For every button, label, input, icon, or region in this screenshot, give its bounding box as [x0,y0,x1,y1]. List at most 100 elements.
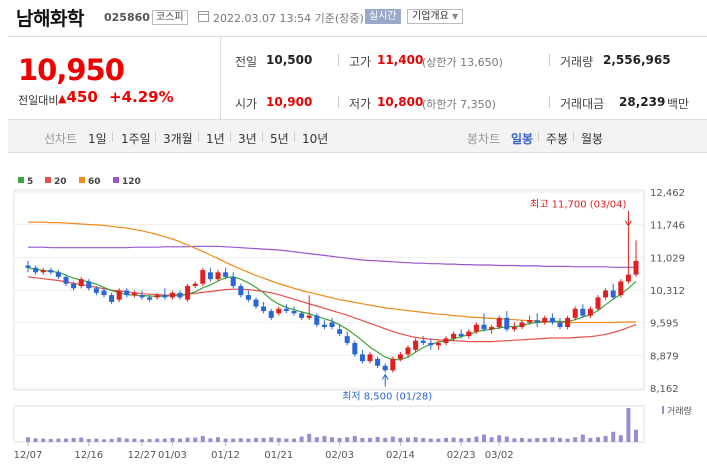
line-chart-label[interactable]: 선차트 [44,132,78,146]
candle-body [618,281,624,296]
ma-legend-label: 120 [122,177,141,187]
volume-bar [558,437,562,442]
divider [549,96,550,108]
volume-bar [482,434,486,442]
volume-bar [512,438,517,442]
volume-bar [261,437,266,442]
volume-bar [360,437,365,442]
volume-bar [147,438,152,442]
volume-bar [140,439,144,442]
period-3m[interactable]: 3개월 [163,132,193,146]
y-tick-label: 8,879 [650,351,679,362]
volume-bar [451,437,456,442]
volume-bar [216,437,220,442]
realtime-button[interactable]: 실시간 [365,9,401,24]
volume-legend-label: 거래량 [667,405,692,417]
period-3y[interactable]: 3년 [238,132,257,146]
volume-bar [223,438,228,442]
candle-monthly[interactable]: 월봉 [581,132,604,146]
candle-body [253,299,259,307]
candle-body [337,329,343,334]
y-tick-label: 8,162 [650,384,679,395]
volume-bar [292,438,296,442]
x-axis: 12/07 12/16 12/27 01/03 01/12 01/21 02/03 02/14… [14,442,514,461]
ma-legend-swatch [79,177,85,183]
chart-toolbar: 선차트 1일 1주일 3개월 1년 3년 5년 10년 봉차트 일봉 주봉 월봉 [8,120,707,153]
candle-body [443,338,449,343]
candle-body [40,270,46,273]
open-label: 시가 [235,97,258,111]
candle-body [329,322,335,328]
volume-bar [611,431,616,442]
period-1y[interactable]: 1년 [206,132,225,146]
candle-body [223,272,229,277]
candle-body [352,342,358,355]
candle-body [162,295,168,298]
volume-bar [580,434,585,442]
period-1w[interactable]: 1주일 [121,132,151,146]
volume-bar [565,438,570,442]
ma-legend-swatch [113,177,119,183]
candle-body [261,306,267,312]
divider [338,96,339,108]
candle-body [519,322,525,328]
volume-bar [444,437,448,442]
divider [112,132,113,142]
candle-body [86,281,92,289]
y-tick-label: 11,029 [650,253,685,264]
company-name[interactable]: 남해화학 [16,8,84,30]
candle-body [71,283,77,289]
volume-bar [421,437,426,442]
y-tick-label: 9,595 [650,319,679,330]
candle-body [375,358,381,366]
volume-bar [246,438,251,442]
candle-body [230,276,236,286]
change-label: 전일대비 [18,94,59,107]
candle-body [473,324,479,332]
change-value: ▲450 [58,88,98,106]
high-value: 11,400 [377,53,424,67]
volume-bar [117,437,122,442]
candlesticks [25,226,639,373]
candle-chart-label[interactable]: 봉차트 [467,132,501,146]
volume-bar [497,435,502,442]
volume-bar [314,437,319,442]
volume-bar [390,436,395,442]
volume-frame [13,405,645,443]
volume-bar [573,437,578,442]
prev-label: 전일 [235,55,258,69]
amount-label: 거래대금 [560,97,605,111]
candle-body [359,354,365,362]
volume-bar [231,438,236,442]
y-tick-label: 11,746 [650,221,685,232]
volume-bar [626,408,631,442]
volume-bar [618,435,623,442]
company-overview-button[interactable]: 기업개요 ▼ [407,9,464,24]
volume-bar [307,433,312,442]
candle-body [572,308,578,318]
volume-bar [413,437,418,442]
current-price: 10,950 [18,53,125,87]
volume-bar [352,435,357,442]
period-5y[interactable]: 5년 [270,132,289,146]
ma-legend[interactable]: 5 20 60 120 [18,177,141,187]
volume-bar [428,438,433,442]
volume-bar [504,436,509,442]
candle-body [314,315,320,325]
candle-body [496,317,502,328]
volume-bar [284,438,289,442]
chart-grid [13,189,645,443]
candle-body [534,320,540,323]
divider [198,132,199,142]
period-1d[interactable]: 1일 [88,132,107,146]
prev-value: 10,500 [266,53,313,67]
period-10y[interactable]: 10년 [302,132,329,146]
x-tick-label: 01/21 [264,450,293,461]
volume-bar [596,437,600,442]
candle-weekly[interactable]: 주봉 [546,132,569,146]
candle-body [192,283,198,286]
price-chart[interactable]: 5 20 60 120 거래량 12,462 11,746 11,029 10,312 9,5… [0,154,707,466]
volume-bar [178,438,182,442]
candle-body [489,327,495,330]
candle-daily[interactable]: 일봉 [511,132,534,146]
